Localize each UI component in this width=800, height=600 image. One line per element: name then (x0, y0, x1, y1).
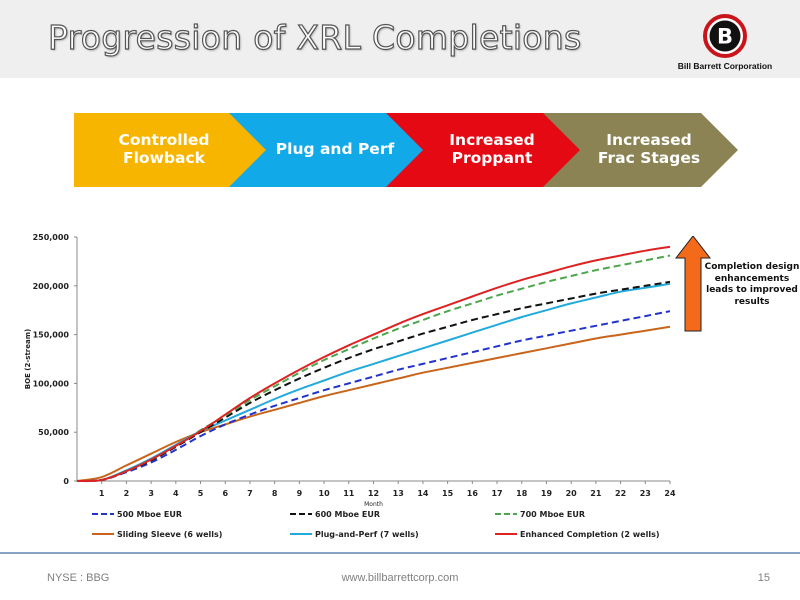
x-tick-label: 23 (640, 489, 651, 498)
x-tick-label: 6 (222, 489, 228, 498)
footer-website: www.billbarrettcorp.com (341, 572, 459, 584)
x-tick-label: 13 (393, 489, 404, 498)
x-tick-label: 17 (491, 489, 502, 498)
chevron-increased-proppant (386, 113, 581, 187)
svg-text:B: B (717, 25, 733, 49)
x-tick-label: 12 (368, 489, 379, 498)
series-line-2 (76, 280, 671, 483)
chevron-label-3: Increased Proppant (449, 131, 535, 167)
legend-label: 500 Mboe EUR (117, 510, 182, 519)
y-tick-label: 0 (63, 477, 69, 486)
y-tick-label: 50,000 (38, 428, 69, 437)
chevron-label-2: Plug and Perf (275, 140, 395, 159)
x-tick-label: 18 (516, 489, 528, 498)
series-line-4 (76, 325, 671, 482)
footer-ticker: NYSE : BBG (47, 572, 110, 584)
chevron-label-4: Increased Frac Stages (597, 131, 701, 167)
x-axis-title: Month (364, 501, 383, 508)
up-arrow-icon (675, 236, 711, 332)
x-tick-label: 5 (198, 489, 204, 498)
x-tick-label: 20 (566, 489, 578, 498)
x-tick-label: 14 (417, 489, 429, 498)
series-line-3 (76, 254, 671, 483)
x-tick-label: 1 (99, 489, 105, 498)
y-tick-label: 250,000 (33, 233, 70, 242)
x-tick-label: 24 (664, 489, 676, 498)
process-chevrons: Controlled Flowback Plug and Perf Increa… (74, 113, 738, 187)
y-tick-label: 100,000 (33, 379, 70, 388)
footer-divider (0, 552, 800, 554)
x-tick-label: 2 (124, 489, 130, 498)
logo-text: Bill Barrett Corporation (677, 61, 773, 71)
x-tick-label: 4 (173, 489, 179, 498)
legend-label: 600 Mboe EUR (315, 510, 380, 519)
x-tick-label: 9 (297, 489, 303, 498)
chevron-increased-frac-stages (543, 113, 738, 187)
y-tick-label: 150,000 (33, 331, 70, 340)
x-tick-label: 10 (319, 489, 331, 498)
legend-label: Sliding Sleeve (6 wells) (117, 530, 222, 539)
legend-label: 700 Mboe EUR (520, 510, 585, 519)
chevron-shapes (74, 113, 738, 187)
x-tick-label: 3 (148, 489, 154, 498)
company-logo: B Bill Barrett Corporation (660, 14, 790, 74)
x-tick-label: 21 (590, 489, 602, 498)
page-number: 15 (757, 572, 770, 584)
x-tick-label: 8 (272, 489, 278, 498)
series-line-1 (76, 310, 671, 482)
chevron-plug-and-perf (229, 113, 424, 187)
x-tick-label: 16 (467, 489, 479, 498)
slide-header: Progression of XRL Completions B Bill Ba… (0, 0, 800, 78)
chevron-controlled-flowback (74, 113, 267, 187)
legend-label: Plug-and-Perf (7 wells) (315, 530, 419, 539)
series-line-6 (76, 245, 671, 483)
legend-label: Enhanced Completion (2 wells) (520, 530, 660, 539)
slide-title: Progression of XRL Completions (47, 17, 582, 57)
x-tick-label: 15 (442, 489, 454, 498)
bbg-logo-icon: B (703, 14, 747, 58)
y-tick-label: 200,000 (33, 282, 70, 291)
x-tick-label: 19 (541, 489, 553, 498)
x-tick-label: 11 (343, 489, 355, 498)
x-tick-label: 22 (615, 489, 626, 498)
y-axis-title: BOE (2-stream) (24, 329, 32, 389)
callout-text: Completion design enhancements leads to … (704, 262, 800, 308)
chevron-label-1: Controlled Flowback (118, 131, 210, 167)
x-tick-label: 7 (247, 489, 253, 498)
